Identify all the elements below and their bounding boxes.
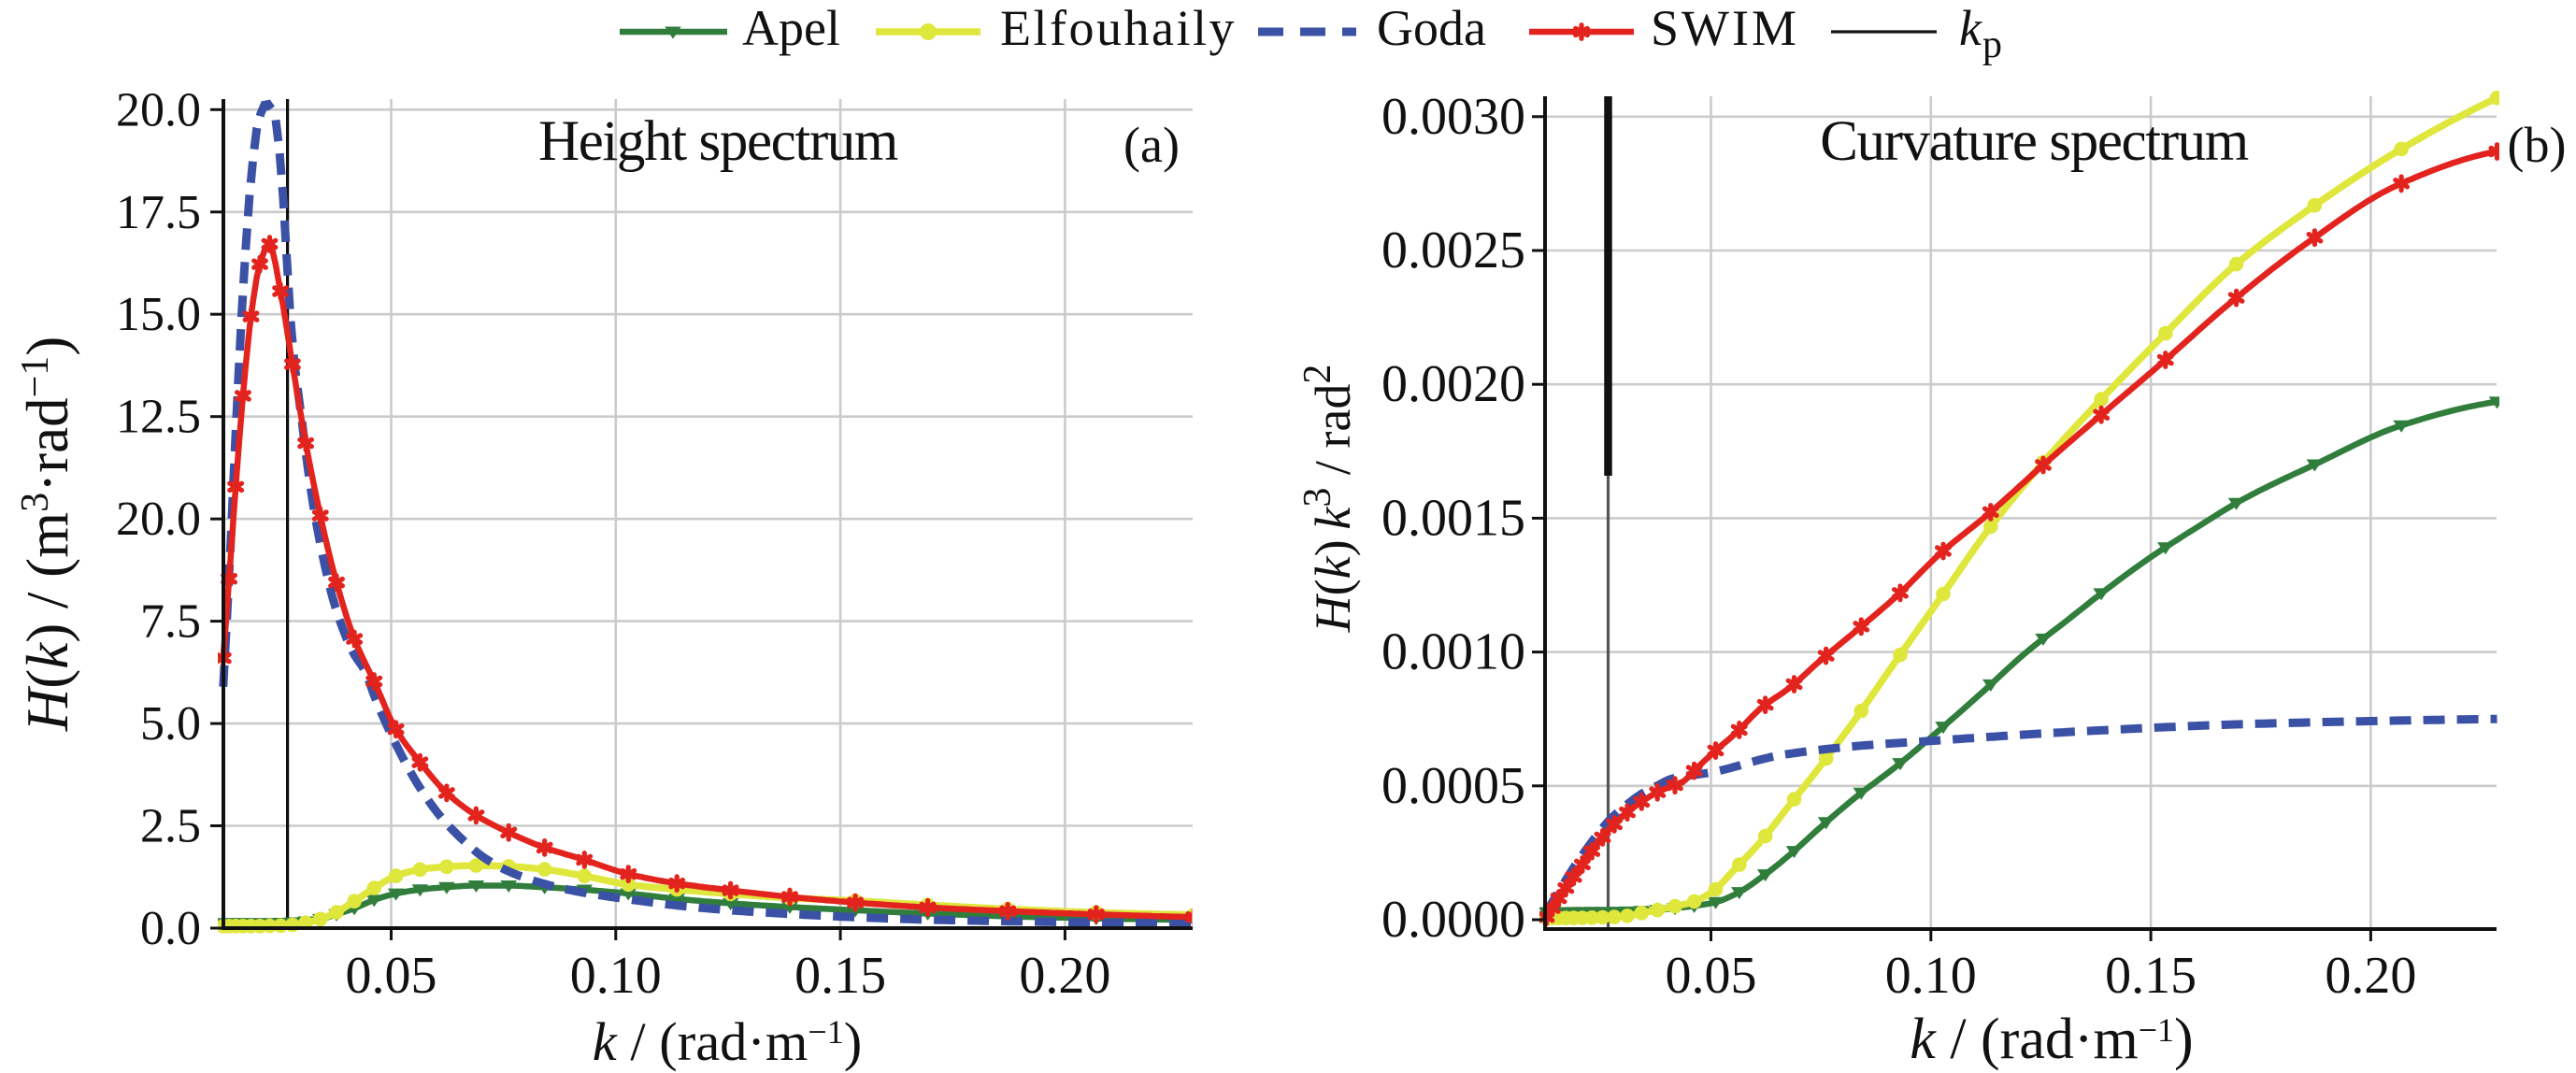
svg-text:kp: kp xyxy=(1959,0,2002,66)
svg-text:Elfouhaily: Elfouhaily xyxy=(1000,0,1237,56)
svg-text:SWIM: SWIM xyxy=(1651,0,1799,56)
svg-text:(b): (b) xyxy=(2508,117,2567,173)
svg-text:20.0: 20.0 xyxy=(116,493,201,546)
svg-text:12.5: 12.5 xyxy=(116,391,201,444)
svg-text:0.0005: 0.0005 xyxy=(1381,757,1525,815)
svg-text:0.20: 0.20 xyxy=(1019,947,1110,1005)
svg-text:0.10: 0.10 xyxy=(570,947,662,1005)
svg-text:k / (rad·m−1): k / (rad·m−1) xyxy=(1910,1008,2193,1071)
svg-text:Apel: Apel xyxy=(742,0,840,56)
svg-text:0.10: 0.10 xyxy=(1885,947,1977,1005)
svg-text:0.0000: 0.0000 xyxy=(1381,891,1525,949)
svg-text:0.15: 0.15 xyxy=(794,947,886,1005)
svg-text:20.0: 20.0 xyxy=(116,83,201,136)
svg-text:0.0010: 0.0010 xyxy=(1381,623,1525,681)
svg-text:(a): (a) xyxy=(1123,117,1180,173)
svg-text:Goda: Goda xyxy=(1377,0,1486,56)
svg-text:0.0025: 0.0025 xyxy=(1381,222,1525,279)
svg-text:7.5: 7.5 xyxy=(140,595,201,649)
svg-text:0.0020: 0.0020 xyxy=(1381,355,1525,413)
svg-text:0.0: 0.0 xyxy=(140,902,201,955)
svg-text:0.20: 0.20 xyxy=(2325,947,2416,1005)
svg-text:Curvature spectrum: Curvature spectrum xyxy=(1820,110,2249,173)
svg-text:0.05: 0.05 xyxy=(1666,947,1757,1005)
svg-text:15.0: 15.0 xyxy=(116,288,201,341)
svg-text:0.0030: 0.0030 xyxy=(1381,88,1525,146)
svg-text:0.05: 0.05 xyxy=(346,947,437,1005)
svg-text:5.0: 5.0 xyxy=(140,697,201,751)
svg-text:0.15: 0.15 xyxy=(2105,947,2197,1005)
svg-text:Height spectrum: Height spectrum xyxy=(538,110,898,173)
svg-text:0.0015: 0.0015 xyxy=(1381,489,1525,547)
svg-text:17.5: 17.5 xyxy=(116,186,201,239)
svg-text:2.5: 2.5 xyxy=(140,800,201,853)
svg-text:H(k) / (m3·rad−1): H(k) / (m3·rad−1) xyxy=(14,336,80,733)
